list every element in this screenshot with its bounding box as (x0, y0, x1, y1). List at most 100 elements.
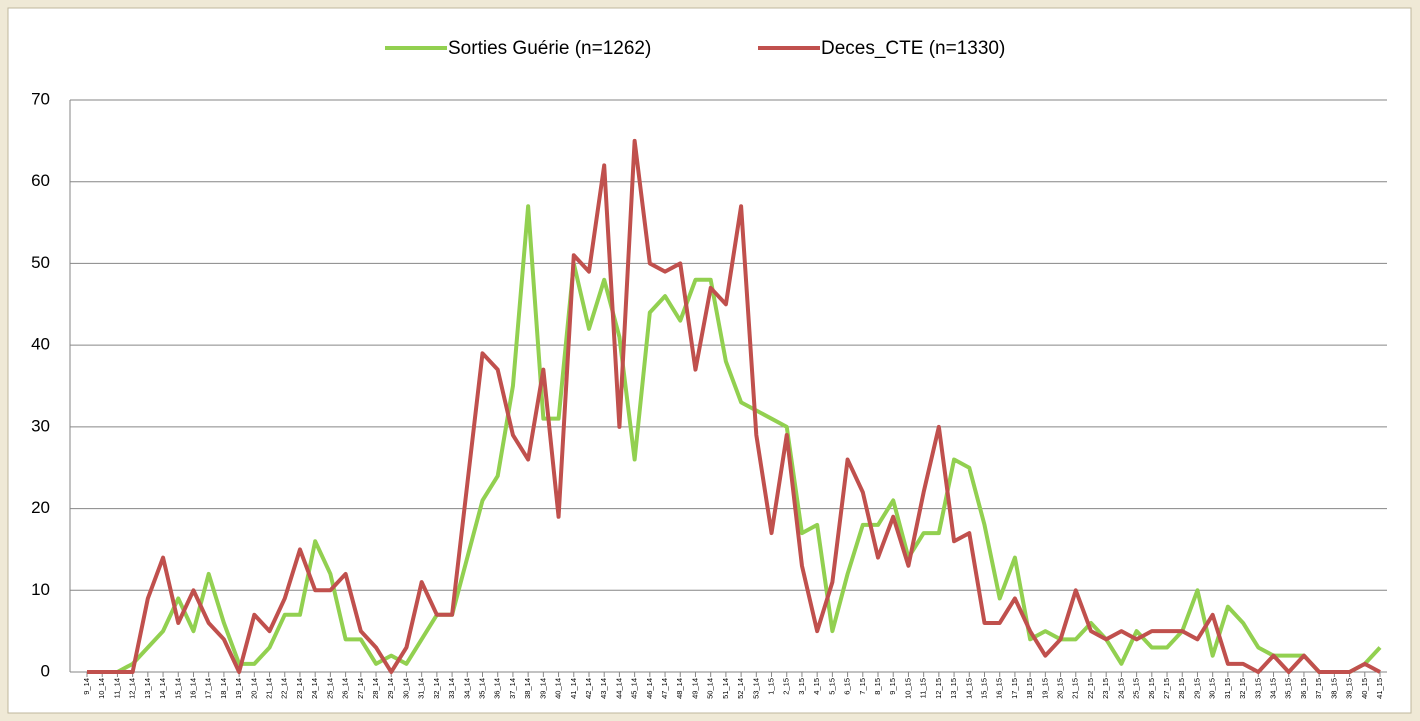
x-tick-label: 41_14 (569, 678, 578, 699)
x-tick-label: 7_15 (858, 678, 867, 695)
x-tick-label: 45_14 (630, 678, 639, 699)
x-tick-label: 22_14 (280, 678, 289, 699)
x-tick-label: 20_14 (249, 678, 258, 699)
legend-label: Deces_CTE (n=1330) (821, 38, 1005, 59)
x-tick-label: 26_15 (1147, 678, 1156, 699)
x-tick-label: 29_14 (386, 678, 395, 699)
x-tick-label: 30_15 (1208, 678, 1217, 699)
x-tick-label: 19_15 (1040, 678, 1049, 699)
x-tick-label: 9_15 (888, 678, 897, 695)
x-tick-label: 31_15 (1223, 678, 1232, 699)
y-tick-label: 20 (31, 498, 50, 517)
x-tick-label: 39_15 (1345, 678, 1354, 699)
x-tick-label: 37_15 (1314, 678, 1323, 699)
x-tick-label: 16_15 (995, 678, 1004, 699)
x-tick-label: 25_15 (1132, 678, 1141, 699)
x-tick-label: 6_15 (843, 678, 852, 695)
x-tick-label: 4_15 (812, 678, 821, 695)
x-tick-label: 33_15 (1253, 678, 1262, 699)
x-tick-label: 44_14 (614, 678, 623, 699)
y-tick-label: 0 (41, 661, 50, 680)
x-tick-label: 23_14 (295, 678, 304, 699)
x-tick-label: 5_15 (827, 678, 836, 695)
x-tick-label: 12_15 (934, 678, 943, 699)
x-tick-label: 2_15 (782, 678, 791, 695)
x-tick-label: 22_15 (1086, 678, 1095, 699)
chart-panel (7, 7, 1412, 714)
y-tick-label: 30 (31, 416, 50, 435)
x-tick-label: 11_14 (112, 678, 121, 698)
x-tick-label: 9_14 (82, 678, 91, 695)
x-tick-label: 24_15 (1116, 678, 1125, 699)
x-tick-label: 21_15 (1071, 678, 1080, 699)
y-tick-label: 40 (31, 335, 50, 354)
x-tick-label: 50_14 (706, 678, 715, 699)
x-tick-label: 30_14 (401, 678, 410, 699)
x-tick-label: 19_14 (234, 678, 243, 699)
x-tick-label: 29_15 (1192, 678, 1201, 699)
x-tick-label: 31_14 (417, 678, 426, 699)
x-tick-label: 13_14 (143, 678, 152, 699)
x-tick-label: 33_14 (447, 678, 456, 699)
x-tick-label: 32_14 (432, 678, 441, 699)
x-tick-label: 34_14 (462, 678, 471, 699)
x-tick-label: 28_15 (1177, 678, 1186, 699)
x-tick-label: 20_15 (1056, 678, 1065, 699)
x-tick-label: 32_15 (1238, 678, 1247, 699)
x-tick-label: 17_15 (1010, 678, 1019, 699)
x-tick-label: 37_14 (508, 678, 517, 699)
y-tick-label: 50 (31, 253, 50, 272)
x-tick-label: 35_14 (477, 678, 486, 699)
x-tick-label: 34_15 (1269, 678, 1278, 699)
legend-label: Sorties Guérie (n=1262) (448, 38, 651, 59)
x-tick-label: 12_14 (128, 678, 137, 699)
x-tick-label: 47_14 (660, 678, 669, 699)
x-tick-label: 41_15 (1375, 678, 1384, 699)
x-tick-label: 1_15 (767, 678, 776, 695)
x-tick-label: 38_14 (523, 678, 532, 699)
x-tick-label: 18_14 (219, 678, 228, 699)
legend: Sorties Guérie (n=1262) Deces_CTE (n=1330… (385, 38, 1005, 59)
x-tick-label: 27_15 (1162, 678, 1171, 699)
x-tick-label: 15_14 (173, 678, 182, 699)
x-tick-label: 3_15 (797, 678, 806, 695)
x-tick-label: 39_14 (538, 678, 547, 699)
x-tick-label: 46_14 (645, 678, 654, 699)
series-line (87, 204, 1382, 674)
x-tick-label: 51_14 (721, 678, 730, 699)
x-tick-label: 49_14 (690, 678, 699, 699)
x-tick-label: 15_15 (979, 678, 988, 699)
x-tick-label: 8_15 (873, 678, 882, 695)
y-tick-label: 70 (31, 89, 50, 108)
x-tick-label: 24_14 (310, 678, 319, 699)
x-tick-label: 53_14 (751, 678, 760, 699)
x-tick-label: 14_15 (964, 678, 973, 699)
x-tick-label: 10_15 (903, 678, 912, 699)
x-tick-label: 23_15 (1101, 678, 1110, 699)
x-tick-label: 11_15 (919, 678, 928, 698)
x-tick-label: 35_15 (1284, 678, 1293, 699)
x-tick-label: 36_14 (493, 678, 502, 699)
x-tick-label: 36_15 (1299, 678, 1308, 699)
x-tick-label: 48_14 (675, 678, 684, 699)
x-tick-label: 43_14 (599, 678, 608, 699)
x-tick-label: 28_14 (371, 678, 380, 699)
x-tick-label: 18_15 (1025, 678, 1034, 699)
x-tick-label: 40_14 (554, 678, 563, 699)
x-tick-label: 14_14 (158, 678, 167, 699)
x-tick-label: 27_14 (356, 678, 365, 699)
y-tick-label: 60 (31, 171, 50, 190)
x-tick-label: 10_14 (97, 678, 106, 699)
x-tick-label: 38_15 (1329, 678, 1338, 699)
x-tick-label: 42_14 (584, 678, 593, 699)
x-tick-label: 21_14 (265, 678, 274, 699)
x-tick-label: 17_14 (204, 678, 213, 699)
y-tick-label: 10 (31, 580, 50, 599)
x-tick-label: 26_14 (341, 678, 350, 699)
x-tick-label: 25_14 (325, 678, 334, 699)
x-tick-label: 52_14 (736, 678, 745, 699)
x-tick-label: 16_14 (188, 678, 197, 699)
x-tick-label: 13_15 (949, 678, 958, 699)
